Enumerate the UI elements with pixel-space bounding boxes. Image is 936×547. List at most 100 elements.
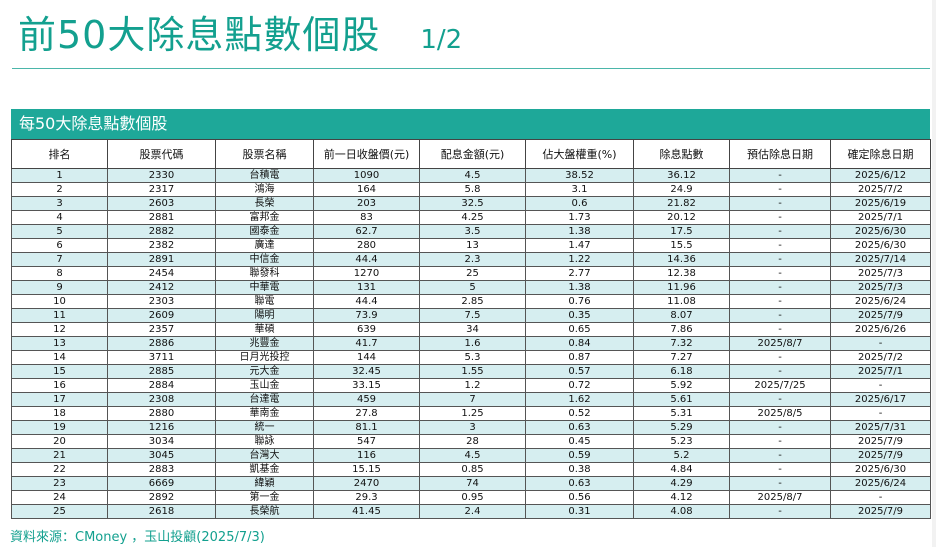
table-row: 18 2880 華南金 27.8 1.25 0.52 5.31 2025/8/5- <box>11 406 931 421</box>
cell-weight: 0.31 <box>525 504 634 519</box>
cell-stock-code: 6669 <box>107 476 216 491</box>
table-row: 16 2884 玉山金 33.15 1.2 0.72 5.92 2025/7/25- <box>11 378 931 393</box>
cell-prev-close: 2470 <box>313 476 420 491</box>
cell-rank: 7 <box>11 252 108 267</box>
cell-stock-name: 廣達 <box>215 238 314 253</box>
cell-weight: 0.63 <box>525 476 634 491</box>
column-header-confirmed-ex-date: 確定除息日期 <box>830 139 931 169</box>
cell-dividend: 2.3 <box>419 252 526 267</box>
cell-confirmed-ex-date: 2025/6/30 <box>830 238 931 253</box>
cell-ex-div-points: 4.84 <box>633 462 730 477</box>
cell-prev-close: 164 <box>313 182 420 197</box>
cell-weight: 0.63 <box>525 420 634 435</box>
cell-dividend: 5.3 <box>419 350 526 365</box>
cell-est-ex-date: - <box>729 238 831 253</box>
cell-stock-name: 鴻海 <box>215 182 314 197</box>
table-row: 3 2603 長榮 203 32.5 0.6 21.82-2025/6/19 <box>11 196 931 211</box>
cell-weight: 1.38 <box>525 280 634 295</box>
table-row: 1 2330 台積電 1090 4.5 38.52 36.12-2025/6/12 <box>11 168 931 183</box>
cell-weight: 3.1 <box>525 182 634 197</box>
column-header-stock-name: 股票名稱 <box>215 139 314 169</box>
cell-ex-div-points: 5.92 <box>633 378 730 393</box>
cell-weight: 0.45 <box>525 434 634 449</box>
cell-est-ex-date: - <box>729 182 831 197</box>
table-row: 25 2618 長榮航 41.45 2.4 0.31 4.08-2025/7/9 <box>11 504 931 519</box>
column-header-ex-div-points: 除息點數 <box>633 139 730 169</box>
cell-confirmed-ex-date: 2025/7/2 <box>830 182 931 197</box>
cell-prev-close: 44.4 <box>313 252 420 267</box>
cell-stock-code: 2330 <box>107 168 216 183</box>
cell-prev-close: 116 <box>313 448 420 463</box>
cell-est-ex-date: 2025/8/7 <box>729 336 831 351</box>
cell-ex-div-points: 11.08 <box>633 294 730 309</box>
cell-confirmed-ex-date: - <box>830 490 931 505</box>
cell-stock-name: 日月光投控 <box>215 350 314 365</box>
table-row: 15 2885 元大金 32.45 1.55 0.57 6.18-2025/7/1 <box>11 364 931 379</box>
cell-stock-code: 2891 <box>107 252 216 267</box>
cell-est-ex-date: - <box>729 504 831 519</box>
cell-est-ex-date: - <box>729 420 831 435</box>
table-row: 20 3034 聯詠 547 28 0.45 5.23-2025/7/9 <box>11 434 931 449</box>
cell-ex-div-points: 36.12 <box>633 168 730 183</box>
column-header-est-ex-date: 預估除息日期 <box>729 139 831 169</box>
cell-dividend: 7.5 <box>419 308 526 323</box>
cell-prev-close: 203 <box>313 196 420 211</box>
cell-weight: 0.65 <box>525 322 634 337</box>
cell-prev-close: 280 <box>313 238 420 253</box>
cell-ex-div-points: 12.38 <box>633 266 730 281</box>
cell-weight: 2.77 <box>525 266 634 281</box>
cell-dividend: 7 <box>419 392 526 407</box>
table-row: 9 2412 中華電 131 5 1.38 11.96-2025/7/3 <box>11 280 931 295</box>
cell-prev-close: 32.45 <box>313 364 420 379</box>
cell-rank: 24 <box>11 490 108 505</box>
cell-ex-div-points: 7.86 <box>633 322 730 337</box>
cell-weight: 0.72 <box>525 378 634 393</box>
cell-weight: 0.84 <box>525 336 634 351</box>
table-row: 12 2357 華碩 639 34 0.65 7.86-2025/6/26 <box>11 322 931 337</box>
cell-stock-code: 2303 <box>107 294 216 309</box>
cell-ex-div-points: 4.12 <box>633 490 730 505</box>
cell-prev-close: 144 <box>313 350 420 365</box>
cell-prev-close: 41.45 <box>313 504 420 519</box>
page-title: 前50大除息點數個股 <box>18 13 381 57</box>
cell-stock-code: 2884 <box>107 378 216 393</box>
table-row: 4 2881 富邦金 83 4.25 1.73 20.12-2025/7/1 <box>11 210 931 225</box>
cell-stock-name: 聯詠 <box>215 434 314 449</box>
cell-prev-close: 81.1 <box>313 420 420 435</box>
table-row: 17 2308 台達電 459 7 1.62 5.61-2025/6/17 <box>11 392 931 407</box>
cell-rank: 2 <box>11 182 108 197</box>
cell-dividend: 1.6 <box>419 336 526 351</box>
cell-rank: 11 <box>11 308 108 323</box>
cell-confirmed-ex-date: 2025/7/9 <box>830 448 931 463</box>
table-caption: 每50大除息點數個股 <box>11 109 930 139</box>
cell-dividend: 4.5 <box>419 168 526 183</box>
cell-weight: 0.35 <box>525 308 634 323</box>
cell-ex-div-points: 8.07 <box>633 308 730 323</box>
cell-stock-name: 緯穎 <box>215 476 314 491</box>
cell-ex-div-points: 6.18 <box>633 364 730 379</box>
cell-est-ex-date: - <box>729 168 831 183</box>
cell-stock-name: 台積電 <box>215 168 314 183</box>
cell-weight: 1.73 <box>525 210 634 225</box>
cell-prev-close: 44.4 <box>313 294 420 309</box>
cell-est-ex-date: 2025/8/7 <box>729 490 831 505</box>
cell-dividend: 0.85 <box>419 462 526 477</box>
cell-stock-name: 第一金 <box>215 490 314 505</box>
cell-rank: 20 <box>11 434 108 449</box>
cell-stock-code: 3045 <box>107 448 216 463</box>
cell-est-ex-date: - <box>729 308 831 323</box>
cell-confirmed-ex-date: 2025/7/2 <box>830 350 931 365</box>
cell-stock-code: 2883 <box>107 462 216 477</box>
cell-est-ex-date: - <box>729 448 831 463</box>
cell-prev-close: 459 <box>313 392 420 407</box>
cell-stock-name: 聯發科 <box>215 266 314 281</box>
cell-est-ex-date: - <box>729 196 831 211</box>
cell-stock-code: 2382 <box>107 238 216 253</box>
table-row: 22 2883 凱基金 15.15 0.85 0.38 4.84-2025/6/30 <box>11 462 931 477</box>
cell-stock-name: 華碩 <box>215 322 314 337</box>
cell-ex-div-points: 7.32 <box>633 336 730 351</box>
cell-est-ex-date: - <box>729 476 831 491</box>
cell-dividend: 1.25 <box>419 406 526 421</box>
cell-stock-name: 玉山金 <box>215 378 314 393</box>
table-row: 2 2317 鴻海 164 5.8 3.1 24.9-2025/7/2 <box>11 182 931 197</box>
